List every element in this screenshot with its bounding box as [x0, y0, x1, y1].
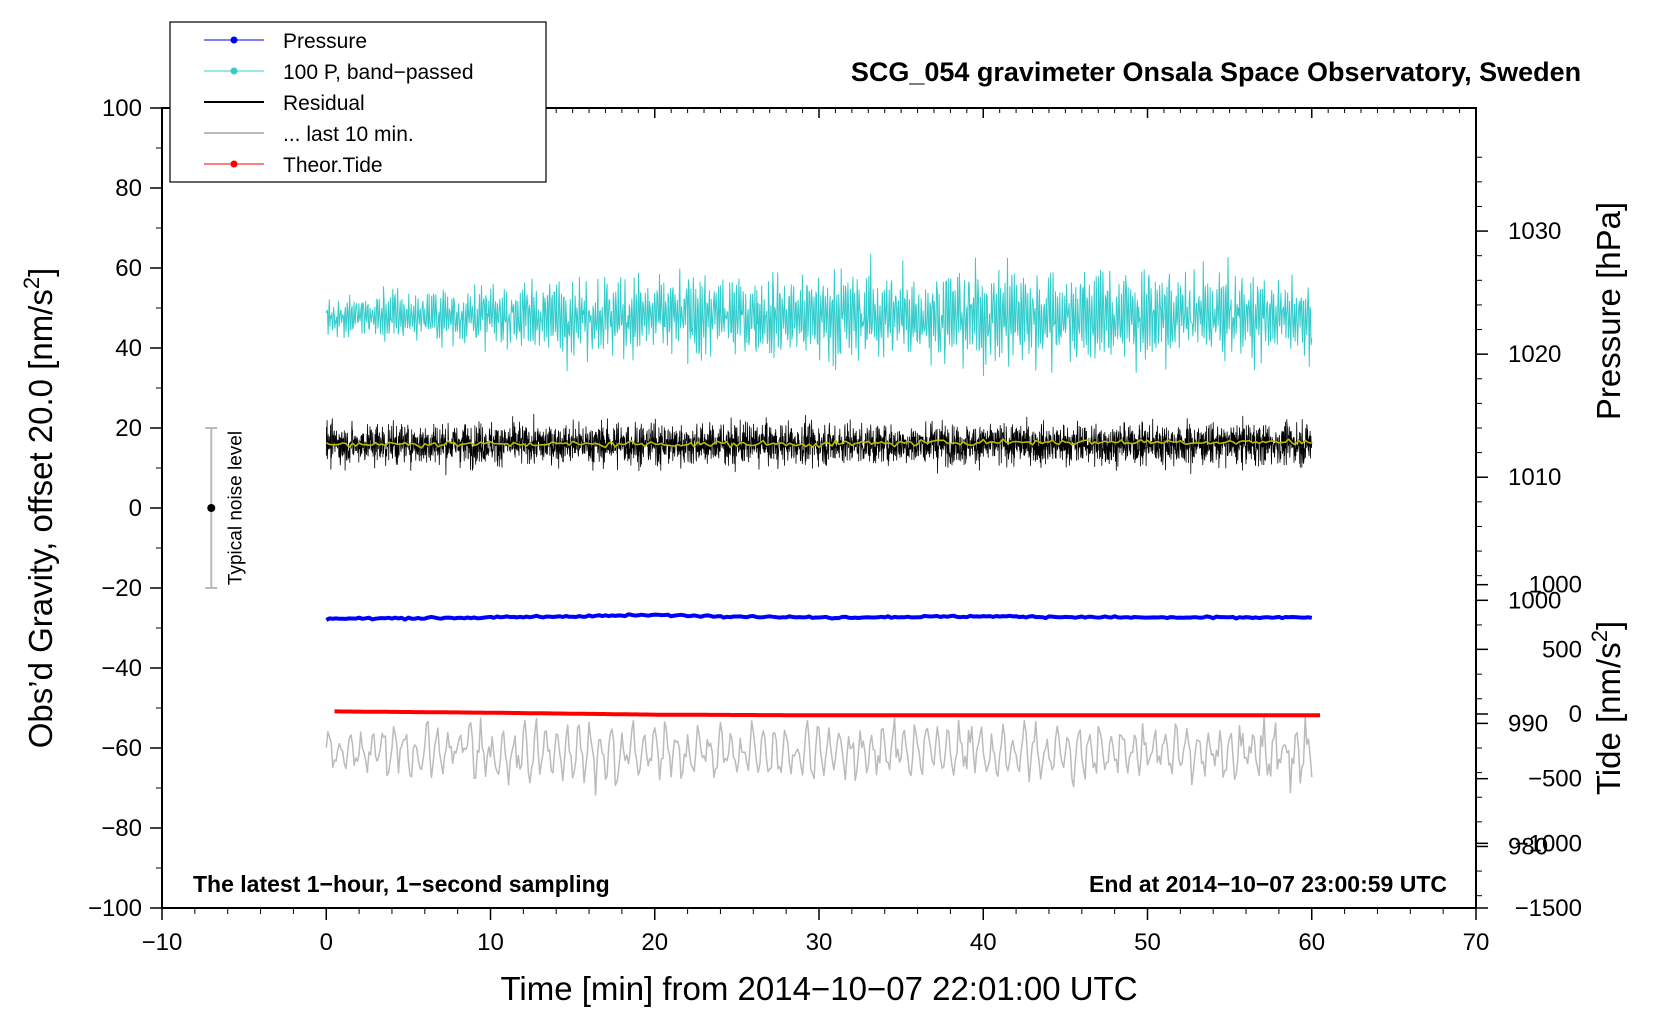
y-axis-title-tide-sup: 2	[1587, 630, 1612, 642]
tide-tick-label-4: 500	[1542, 636, 1582, 663]
noise-level-marker: Typical noise level	[205, 427, 246, 589]
series-layer	[325, 253, 1320, 796]
legend: Pressure 100 P, band−passed Residual ...…	[169, 21, 547, 183]
y-axis-title-left-close: ]	[22, 268, 59, 277]
y-tick-label-3: −40	[101, 655, 142, 682]
legend-item-last-10-min: ... last 10 min.	[204, 123, 414, 146]
noise-level-label: Typical noise level	[225, 431, 246, 585]
x-axis-title: Time [min] from 2014−10−07 22:01:00 UTC	[500, 970, 1137, 1007]
y-tick-label-2: −60	[101, 735, 142, 762]
chart-title: SCG_054 gravimeter Onsala Space Observat…	[851, 57, 1581, 87]
x-tick-label-6: 50	[1134, 929, 1161, 956]
legend-marker-pressure	[230, 36, 238, 44]
plot-frame	[161, 107, 1477, 909]
x-tick-label-8: 70	[1463, 929, 1490, 956]
y-tick-label-10: 100	[102, 95, 142, 122]
legend-label-band-passed: 100 P, band−passed	[283, 61, 474, 84]
y-tick-label-0: −100	[88, 895, 142, 922]
legend-marker-theor-tide	[230, 160, 238, 168]
x-tick-label-1: 0	[320, 929, 333, 956]
series-line-pressure	[325, 612, 1313, 622]
annotation-right: End at 2014−10−07 23:00:59 UTC	[1089, 871, 1447, 897]
x-tick-label-0: −10	[142, 929, 183, 956]
legend-label-residual: Residual	[283, 92, 365, 115]
y-axis-title-tide: Tide [nm/s2]	[1587, 621, 1627, 795]
y-tick-label-4: −20	[101, 575, 142, 602]
annotation-left: The latest 1−hour, 1−second sampling	[193, 871, 610, 897]
series-line-residual	[325, 413, 1313, 476]
series-line-last-10-min	[325, 715, 1313, 796]
ticks-layer: −10 0 10 20 30 40 50 60 70−100−80−60−40−20020406…	[88, 95, 1582, 956]
y-axis-title-tide-close: ]	[1590, 621, 1627, 630]
y-tick-label-7: 40	[115, 335, 142, 362]
x-tick-label-2: 10	[477, 929, 504, 956]
x-tick-label-7: 60	[1298, 929, 1325, 956]
series-line-residual-smoothed	[325, 438, 1312, 449]
legend-item-residual: Residual	[204, 92, 365, 115]
legend-item-theor-tide: Theor.Tide	[204, 154, 383, 177]
tide-tick-label-3: 0	[1569, 701, 1582, 728]
tide-tick-label-0: −1500	[1515, 895, 1582, 922]
pressure-tick-label-3: 1010	[1508, 464, 1561, 491]
y-tick-label-5: 0	[129, 495, 142, 522]
pressure-tick-label-4: 1020	[1508, 341, 1561, 368]
x-tick-label-5: 40	[970, 929, 997, 956]
pressure-tick-label-5: 1030	[1508, 218, 1561, 245]
tide-tick-label-1: −1000	[1515, 830, 1582, 857]
y-axis-title-tide-main: Tide [nm/s	[1590, 642, 1627, 795]
y-axis-title-pressure: Pressure [hPa]	[1590, 202, 1627, 420]
tide-tick-label-5: 1000	[1529, 572, 1582, 599]
y-axis-title-left: Obs’d Gravity, offset 20.0 [nm/s2]	[19, 268, 59, 749]
y-axis-title-left-sup: 2	[19, 277, 44, 289]
legend-label-pressure: Pressure	[283, 30, 367, 53]
y-tick-label-8: 60	[115, 255, 142, 282]
pressure-tick-label-2: 1000	[1508, 587, 1561, 614]
legend-marker-band-passed	[230, 67, 238, 75]
y-axis-title-left-main: Obs’d Gravity, offset 20.0 [nm/s	[22, 289, 59, 748]
y-tick-label-9: 80	[115, 175, 142, 202]
tide-tick-label-2: −500	[1528, 766, 1582, 793]
x-tick-label-4: 30	[806, 929, 833, 956]
legend-item-band-passed: 100 P, band−passed	[204, 61, 474, 84]
y-tick-label-6: 20	[115, 415, 142, 442]
pressure-tick-label-1: 990	[1508, 710, 1548, 737]
legend-label-theor-tide: Theor.Tide	[283, 154, 383, 177]
y-tick-label-1: −80	[101, 815, 142, 842]
pressure-tick-label-0: 980	[1508, 833, 1548, 860]
noise-bar-center-dot	[207, 504, 216, 512]
series-line-100-p-band-passed	[325, 253, 1313, 377]
legend-label-last-10-min: ... last 10 min.	[283, 123, 414, 146]
x-tick-label-3: 20	[641, 929, 668, 956]
series-line-theor-tide	[334, 709, 1320, 718]
legend-item-pressure: Pressure	[204, 30, 367, 53]
